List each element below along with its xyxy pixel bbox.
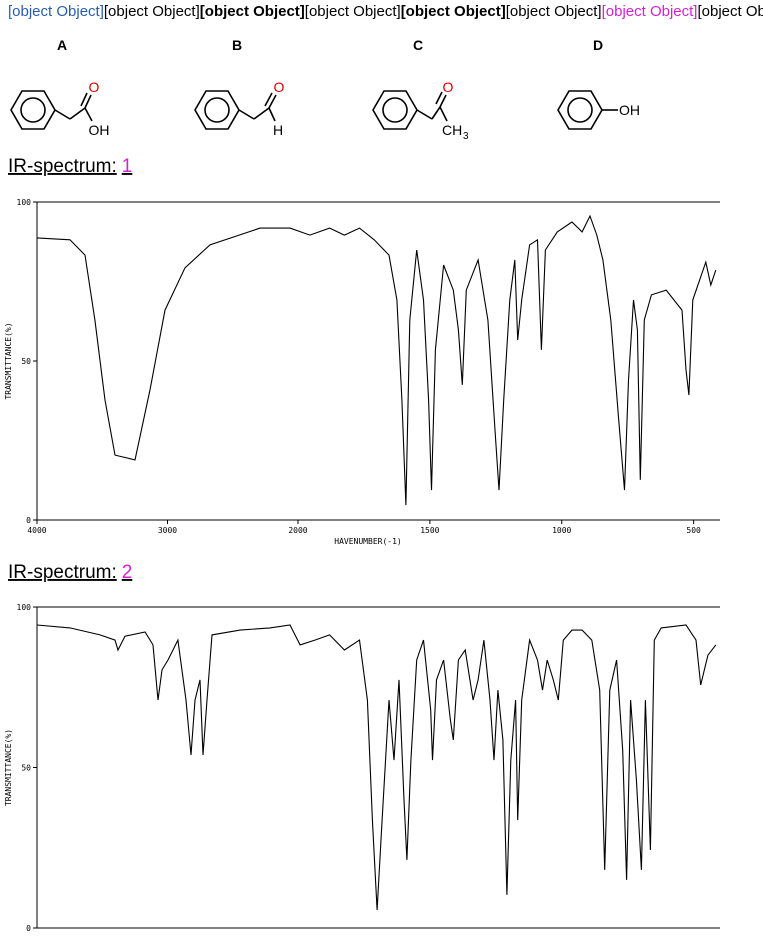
question-part: [object Object]	[401, 3, 506, 20]
y-tick-label: 0	[26, 924, 31, 933]
atom: O	[274, 79, 285, 95]
question-part: [object Object]	[506, 3, 602, 20]
atom: O	[89, 79, 100, 95]
spectrum-number: 1	[122, 156, 133, 177]
compound-label: A	[57, 37, 67, 53]
spectrum-heading: IR-spectrum: 2	[8, 562, 132, 583]
structure-c: O CH 3	[372, 79, 469, 142]
compound-label: D	[593, 37, 603, 53]
y-tick-label: 0	[26, 516, 31, 525]
structure-d: OH	[557, 90, 640, 130]
x-tick-label: 4000	[27, 526, 46, 535]
spectrum-line	[36, 624, 717, 911]
atom: O	[443, 79, 454, 95]
atom: H	[273, 122, 283, 138]
question-part: [object Object]	[602, 3, 698, 20]
question-part: [object Object]	[697, 3, 763, 20]
question-part: [object Object]	[8, 3, 104, 20]
x-tick-label: 2000	[288, 526, 307, 535]
x-tick-label: 1000	[552, 526, 571, 535]
spectrum-heading: IR-spectrum: 1	[8, 156, 132, 177]
question-part: [object Object]	[200, 3, 305, 20]
atom: OH	[619, 102, 640, 118]
y-axis-label: TRANSMITTANCE(%)	[4, 729, 13, 806]
heading-text: IR-spectrum:	[8, 562, 117, 583]
question-part: [object Object]	[305, 3, 401, 20]
spectrum-number: 2	[122, 562, 133, 583]
heading-text: IR-spectrum:	[8, 156, 117, 177]
compound-label: B	[232, 37, 242, 53]
x-tick-label: 3000	[158, 526, 177, 535]
y-tick-label: 50	[21, 764, 31, 773]
x-tick-label: 1500	[420, 526, 439, 535]
x-tick-label: 500	[686, 526, 701, 535]
y-axis-label: TRANSMITTANCE(%)	[4, 322, 13, 399]
x-axis-label: HAVENUMBER(-1)	[334, 537, 401, 546]
question: [object Object][object Object][object Ob…	[8, 3, 763, 20]
atom: OH	[89, 122, 110, 138]
atom-subscript: 3	[463, 131, 469, 142]
atom: CH	[442, 122, 462, 138]
question-part: [object Object]	[104, 3, 200, 20]
y-tick-label: 100	[17, 198, 32, 207]
compound-label: C	[413, 37, 423, 53]
structure-a: O OH	[10, 79, 110, 138]
y-tick-label: 100	[17, 603, 32, 612]
spectrum-line	[36, 214, 717, 506]
structure-b: O H	[194, 79, 285, 138]
y-tick-label: 50	[21, 357, 31, 366]
